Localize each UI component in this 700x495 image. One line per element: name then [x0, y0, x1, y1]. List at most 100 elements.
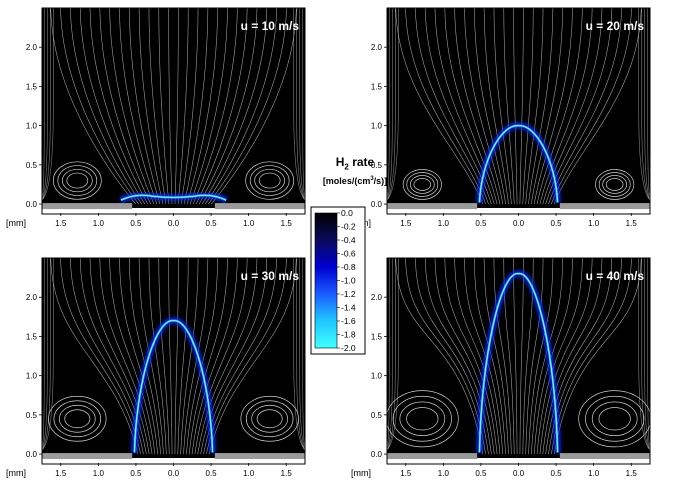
- colorbar-tick-label: -1.6: [341, 316, 356, 326]
- vortex-streamline: [245, 161, 295, 200]
- x-tick-label: 1.0: [588, 219, 600, 228]
- streamline: [194, 258, 248, 455]
- x-tick-label: 0.5: [551, 219, 563, 228]
- streamline: [293, 258, 305, 451]
- x-tick-label: 1.0: [243, 219, 255, 228]
- y-tick-label: 2.0: [371, 293, 383, 302]
- x-tick-label: 0.0: [513, 219, 525, 228]
- colorbar-unit-sup: 3: [370, 176, 374, 182]
- streamline: [119, 8, 158, 205]
- streamline: [553, 258, 642, 455]
- colorbar-title-h: H: [335, 155, 345, 169]
- vortex-streamline: [402, 169, 442, 200]
- vortex-streamline: [251, 404, 289, 433]
- vortex-streamline: [598, 407, 631, 431]
- vortex-streamline: [58, 404, 96, 433]
- vortex-streamline: [48, 395, 107, 442]
- vortex-streamline: [605, 178, 624, 191]
- x-tick-label: 1.5: [626, 219, 638, 228]
- plot-background: [42, 258, 305, 458]
- streamline: [387, 258, 393, 451]
- nozzle-wall-right: [559, 453, 650, 460]
- streamline: [198, 8, 258, 205]
- y-tick-label: 0.0: [26, 200, 38, 209]
- vortex-streamline: [66, 172, 89, 189]
- vortex-streamline: [406, 407, 439, 431]
- streamline: [42, 8, 54, 201]
- streamline: [148, 8, 167, 205]
- streamline: [129, 8, 161, 205]
- nozzle-wall-right: [559, 203, 650, 210]
- streamline: [60, 8, 139, 205]
- y-tick-label: 1.5: [26, 82, 38, 91]
- streamline: [519, 258, 524, 455]
- streamline: [387, 258, 399, 451]
- vortex-streamline: [61, 168, 93, 193]
- x-tick-label: 0.5: [130, 219, 142, 228]
- colorbar-unit-suffix: /s)]: [373, 176, 388, 186]
- y-tick-label: 0.0: [371, 200, 383, 209]
- streamline: [70, 8, 143, 205]
- x-tick-label: 0.5: [551, 469, 563, 478]
- colorbar-title: H2 rate: [305, 155, 405, 171]
- streamline: [138, 8, 164, 205]
- panel-u10: 0.0 0.5 1.0 1.5 2.0 1.5 1.0 0.5 0.0 0.5 1.0 1.5 [mm]…: [0, 0, 310, 240]
- y-tick-label: 1.0: [371, 122, 383, 131]
- velocity-label: u = 10 m/s: [241, 19, 300, 33]
- streamline: [186, 258, 218, 455]
- colorbar-tick-label: -1.8: [341, 330, 356, 340]
- x-tick-label: 0.5: [475, 469, 487, 478]
- streamline: [483, 258, 509, 455]
- axis-unit-label: [mm]: [6, 218, 26, 228]
- vortex-streamline: [387, 390, 459, 448]
- streamline: [180, 258, 199, 455]
- streamline: [638, 258, 650, 451]
- x-tick-label: 0.5: [130, 469, 142, 478]
- x-tick-label: 1.5: [55, 469, 67, 478]
- y-tick-label: 0.5: [26, 161, 38, 170]
- y-tick-label: 1.0: [26, 372, 38, 381]
- vortex-streamline: [53, 400, 102, 438]
- y-tick-label: 0.0: [26, 450, 38, 459]
- streamline: [387, 8, 399, 201]
- streamline: [89, 8, 149, 205]
- streamline: [99, 258, 153, 455]
- streamline: [405, 8, 486, 205]
- streamline: [109, 258, 156, 455]
- streamline: [208, 8, 287, 205]
- streamline: [539, 8, 593, 205]
- streamline: [299, 8, 305, 201]
- streamline: [528, 8, 554, 205]
- streamline: [148, 258, 167, 455]
- vortex-streamline: [578, 390, 650, 448]
- velocity-label: u = 30 m/s: [241, 269, 300, 283]
- streamline: [531, 8, 563, 205]
- streamline: [519, 8, 524, 205]
- streamline: [454, 8, 501, 205]
- colorbar-title-sub: 2: [344, 162, 349, 172]
- streamline: [192, 8, 238, 205]
- nozzle-wall-right: [214, 453, 305, 460]
- nozzle-wall-left: [387, 203, 478, 210]
- x-tick-label: 0.0: [168, 469, 180, 478]
- streamline: [189, 8, 228, 205]
- streamline: [197, 258, 258, 455]
- streamline: [644, 258, 650, 451]
- y-tick-label: 0.5: [371, 161, 383, 170]
- colorbar-title-suffix: rate: [348, 155, 375, 169]
- streamline: [513, 8, 518, 205]
- streamline: [387, 8, 396, 201]
- streamline: [513, 258, 518, 455]
- streamline: [542, 8, 603, 205]
- y-tick-label: 1.0: [371, 372, 383, 381]
- streamline: [454, 258, 501, 455]
- x-tick-label: 1.0: [243, 469, 255, 478]
- colorbar-tick-label: -0.6: [341, 249, 356, 259]
- y-tick-label: 2.0: [26, 43, 38, 52]
- x-tick-label: 1.5: [400, 469, 412, 478]
- x-tick-label: 0.5: [206, 469, 218, 478]
- panel-u20: 0.00.51.01.52.01.51.00.50.00.51.01.5[mm]…: [345, 0, 655, 240]
- velocity-label: u = 40 m/s: [586, 269, 645, 283]
- vortex-streamline: [399, 401, 446, 437]
- panel-u20-svg: 0.00.51.01.52.01.51.00.50.00.51.01.5[mm]…: [351, 7, 651, 228]
